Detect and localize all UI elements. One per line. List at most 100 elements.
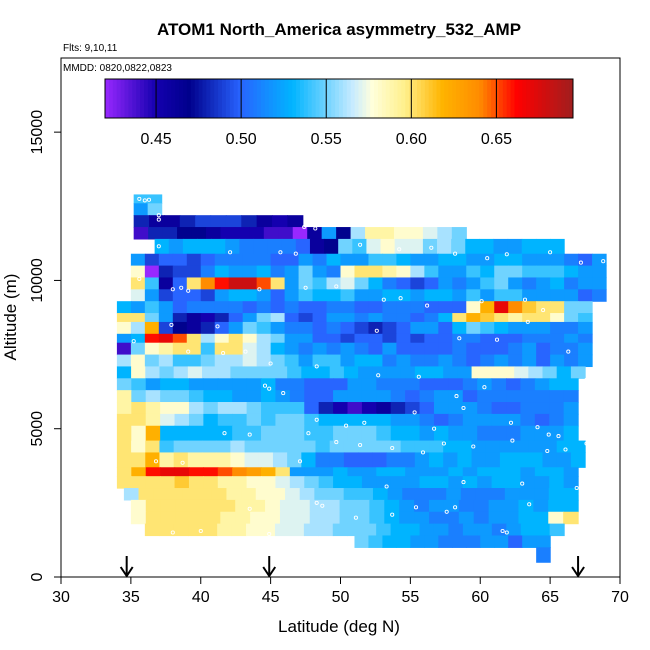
heatmap-cell [369,499,385,513]
heatmap-cell [200,313,216,323]
heatmap-cell [270,488,286,501]
heatmap-cell [307,227,323,240]
heatmap-cell [491,476,507,489]
heatmap-cell [203,378,219,391]
heatmap-cell [131,390,147,403]
colorbar-segment [463,79,469,118]
heatmap-cell [160,467,176,477]
heatmap-cell [200,301,216,314]
heatmap-cell [130,313,146,323]
sample-marker [268,361,273,366]
heatmap-cell [172,354,188,368]
heatmap-cell [522,289,537,302]
heatmap-cell [506,378,522,391]
heatmap-cell [234,227,250,240]
heatmap-cell [333,402,349,415]
heatmap-cell [232,402,248,415]
heatmap-cell [402,488,418,501]
sample-marker [247,432,252,437]
colorbar-frame [104,78,574,119]
heatmap-cell [230,440,246,454]
sample-marker [334,284,339,289]
heatmap-cell [217,425,233,442]
heatmap-cell [312,313,328,323]
heatmap-cell [480,301,495,314]
heatmap-cell [564,342,579,356]
heatmap-cell [287,440,302,454]
sample-marker [137,196,142,201]
heatmap-cell [419,402,435,415]
heatmap-cell [312,342,328,356]
heatmap-cell [174,390,190,403]
heatmap-cell [217,390,233,403]
heatmap-cell [228,342,244,356]
heatmap-cell [145,402,161,415]
heatmap-cell [145,413,161,427]
heatmap-cell [419,467,435,477]
y-tick-label: 15000 [29,110,46,155]
sample-marker [302,224,307,230]
heatmap-cell [405,402,421,415]
heatmap-cell [506,425,522,442]
heatmap-cell [354,342,370,356]
heatmap-cell [299,488,315,501]
heatmap-cell [384,511,400,525]
heatmap-cell [479,238,495,255]
heatmap-cell [550,342,565,356]
heatmap-cell [494,253,509,267]
heatmap-cell [130,253,146,267]
colorbar-segment [502,79,508,118]
heatmap-cell [376,378,392,391]
heatmap-cell [390,402,406,415]
heatmap-cell [369,511,385,525]
sample-marker [314,364,319,369]
sample-marker [313,226,318,231]
heatmap-cell [438,265,453,279]
heatmap-cell [294,511,311,525]
heatmap-cell [261,476,277,489]
heatmap-cell [494,321,509,335]
heatmap-cell [131,366,146,379]
heatmap-cell [202,523,218,537]
heatmap-cell [303,523,319,537]
heatmap-cell [274,523,291,537]
heatmap-cell [241,215,258,228]
colorbar-segment [545,79,551,118]
heatmap-cell [390,467,406,477]
heatmap-cell [214,265,230,279]
colorbar-segment [315,79,320,118]
heatmap-cell [275,476,291,489]
heatmap-cell [242,342,258,356]
heatmap-cell [270,354,286,368]
heatmap-cell [494,354,509,368]
heatmap-cell [339,511,356,525]
heatmap-cell [210,215,227,228]
heatmap-cell [145,476,161,489]
heatmap-cell [405,425,421,442]
heatmap-cell [390,523,406,537]
heatmap-cell [186,301,202,314]
heatmap-cell [419,476,435,489]
heatmap-cell [315,366,331,379]
heatmap-cell [433,378,449,391]
heatmap-cell [480,277,495,290]
heatmap-cell [429,366,444,379]
heatmap-cell [214,277,230,290]
sample-marker [522,297,528,302]
sample-marker [170,530,175,535]
heatmap-cell [570,452,586,468]
sample-marker [222,431,227,436]
heatmap-cell [253,238,269,255]
heatmap-cell [548,488,565,501]
heatmap-cell [429,499,445,513]
heatmap-cell [173,523,189,537]
heatmap-cell [361,476,377,489]
sample-marker [293,251,298,256]
colorbar-segment [389,79,395,118]
heatmap-cell [491,378,507,391]
heatmap-cell [405,523,421,537]
heatmap-cell [347,413,363,427]
colorbar-segment [132,79,137,118]
heatmap-cell [520,425,536,442]
heatmap-cell [131,467,147,477]
